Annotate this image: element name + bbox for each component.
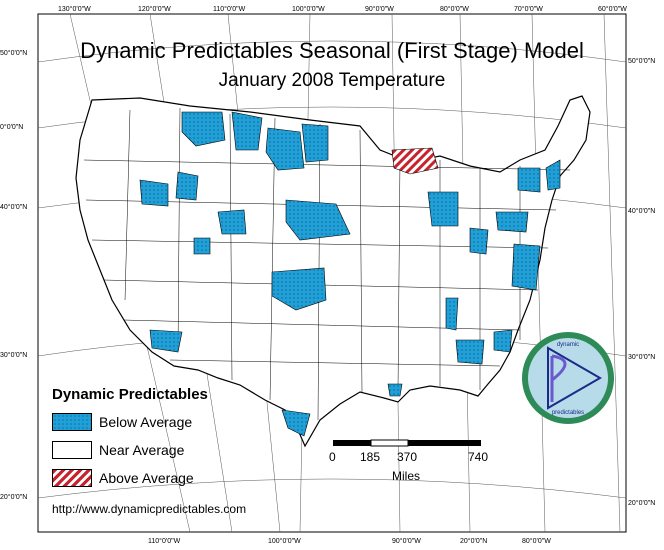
tick-right-lat: 50°0'0"N [628, 58, 656, 65]
below-average-regions [139, 111, 561, 437]
legend-swatch-below [52, 413, 92, 431]
legend-label: Near Average [99, 442, 185, 458]
tick-top-lon: 130°0'0"W [58, 6, 91, 13]
tick-top-lon: 80°0'0"W [440, 6, 469, 13]
tick-right-lat: 40°0'0"N [628, 208, 656, 215]
scale-tick-label: 740 [468, 450, 489, 464]
logo-text-bottom: predictables [552, 410, 584, 416]
scale-unit: Miles [392, 469, 421, 483]
tick-top-lon: 60°0'0"W [598, 6, 627, 13]
legend-item-above: Above Average [52, 468, 194, 488]
scale-tick-label: 370 [397, 450, 418, 464]
tick-left-lat: 40°0'0"N [0, 204, 28, 211]
tick-bottom-lat: 20°0'0"N [460, 538, 488, 545]
tick-top-lon: 110°0'0"W [213, 6, 246, 13]
tick-top-lon: 120°0'0"W [138, 6, 171, 13]
tick-top-lon: 70°0'0"W [514, 6, 543, 13]
scale-tick-label: 0 [329, 450, 336, 464]
tick-top-lon: 90°0'0"W [365, 6, 394, 13]
tick-left-lat: 50°0'0"N [0, 50, 28, 57]
tick-bottom-lon: 110°0'0"W [148, 538, 181, 545]
map-frame [37, 13, 627, 533]
tick-right-lat: 20°0'0"N [628, 500, 656, 507]
legend-swatch-near [52, 441, 92, 459]
tick-left-lat-partial: 0°0'0"N [0, 124, 24, 131]
legend-label: Above Average [99, 470, 194, 486]
scale-tick-label: 185 [360, 450, 381, 464]
tick-bottom-lon: 100°0'0"W [268, 538, 301, 545]
map-title: Dynamic Predictables Seasonal (First Sta… [80, 38, 584, 63]
map-subtitle: January 2008 Temperature [218, 70, 446, 91]
tick-bottom-lon: 80°0'0"W [522, 538, 551, 545]
logo-emblem: dynamic predictables [522, 332, 614, 424]
legend-item-below: Below Average [52, 412, 192, 432]
legend-item-near: Near Average [52, 440, 184, 460]
tick-bottom-lon: 90°0'0"W [392, 538, 421, 545]
tick-top-lon: 100°0'0"W [292, 6, 325, 13]
logo-text-top: dynamic [557, 342, 579, 348]
legend-label: Below Average [99, 414, 193, 430]
legend-title: Dynamic Predictables [52, 386, 208, 403]
tick-left-lat: 30°0'0"N [0, 352, 28, 359]
tick-right-lat: 30°0'0"N [628, 354, 656, 361]
website-url: http://www.dynamicpredictables.com [52, 502, 247, 516]
scale-bar [333, 439, 481, 447]
legend-swatch-above [52, 469, 92, 487]
above-average-region [391, 147, 439, 175]
tick-left-lat: 20°0'0"N [0, 494, 28, 501]
